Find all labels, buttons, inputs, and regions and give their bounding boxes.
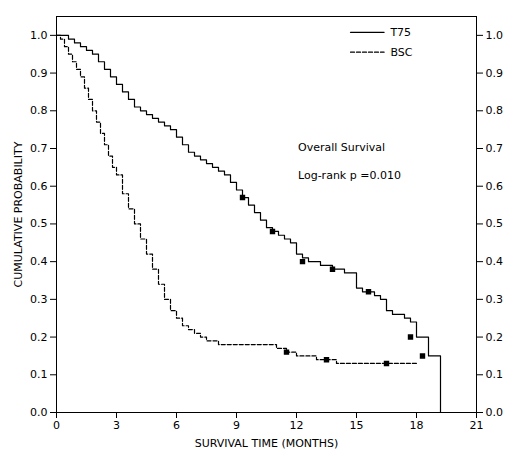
svg-text:3: 3 (113, 419, 120, 432)
svg-text:6: 6 (173, 419, 180, 432)
svg-text:9: 9 (233, 419, 240, 432)
svg-text:1.0: 1.0 (30, 29, 48, 42)
svg-text:Log-rank p =0.010: Log-rank p =0.010 (298, 169, 401, 182)
svg-text:15: 15 (350, 419, 364, 432)
svg-text:0.9: 0.9 (30, 67, 48, 80)
svg-text:0.1: 0.1 (486, 368, 504, 381)
svg-text:SURVIVAL TIME (MONTHS): SURVIVAL TIME (MONTHS) (195, 437, 339, 450)
svg-text:0.0: 0.0 (30, 406, 48, 419)
svg-text:0.8: 0.8 (30, 104, 48, 117)
svg-text:0.7: 0.7 (486, 142, 504, 155)
svg-text:0.4: 0.4 (30, 255, 48, 268)
svg-text:0.3: 0.3 (486, 293, 504, 306)
svg-text:0.6: 0.6 (30, 180, 48, 193)
svg-text:0.8: 0.8 (486, 104, 504, 117)
svg-text:0.5: 0.5 (486, 217, 504, 230)
svg-text:0.2: 0.2 (30, 331, 48, 344)
svg-text:18: 18 (410, 419, 424, 432)
svg-text:0.7: 0.7 (30, 142, 48, 155)
svg-text:T75: T75 (389, 26, 411, 39)
svg-text:12: 12 (290, 419, 304, 432)
svg-text:0.5: 0.5 (30, 217, 48, 230)
svg-text:0.6: 0.6 (486, 180, 504, 193)
svg-text:0.4: 0.4 (486, 255, 504, 268)
svg-text:21: 21 (470, 419, 484, 432)
svg-text:0.9: 0.9 (486, 67, 504, 80)
svg-text:0.2: 0.2 (486, 331, 504, 344)
svg-text:0.0: 0.0 (486, 406, 504, 419)
svg-text:0.1: 0.1 (30, 368, 48, 381)
svg-text:CUMULATIVE PROBABILITY: CUMULATIVE PROBABILITY (12, 141, 25, 287)
svg-text:0.3: 0.3 (30, 293, 48, 306)
svg-text:Overall Survival: Overall Survival (298, 141, 385, 154)
svg-text:0: 0 (53, 419, 60, 432)
svg-text:1.0: 1.0 (486, 29, 504, 42)
svg-text:BSC: BSC (390, 46, 412, 59)
